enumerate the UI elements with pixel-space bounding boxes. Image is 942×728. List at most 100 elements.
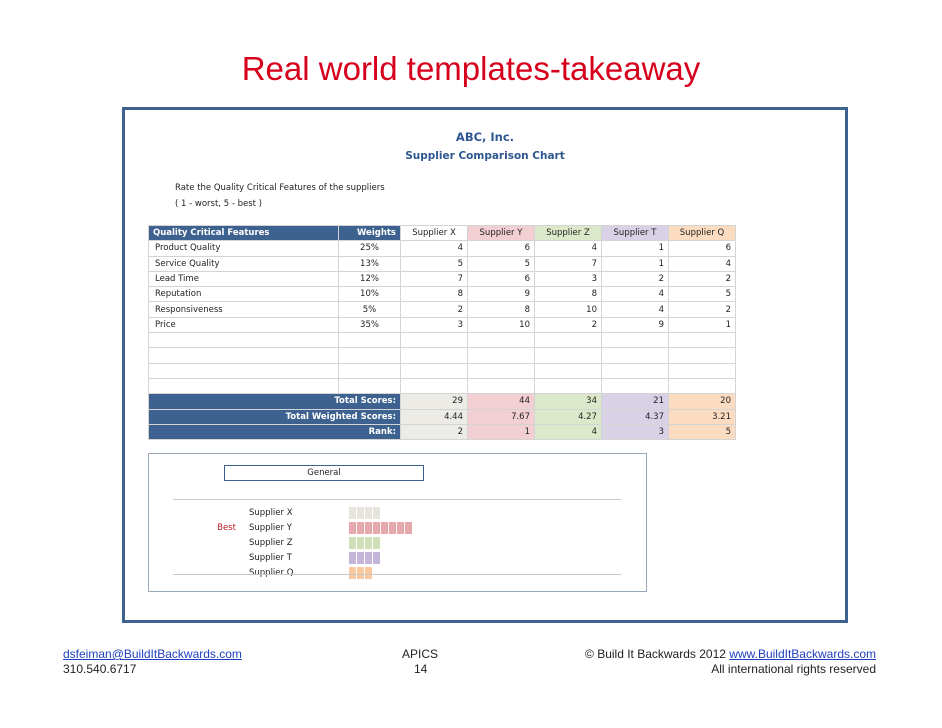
empty-cell[interactable]: [400, 332, 468, 349]
empty-cell[interactable]: [467, 377, 535, 395]
slide-title: Real world templates-takeaway: [241, 50, 701, 87]
empty-cell[interactable]: [467, 347, 535, 364]
score-cell[interactable]: 2: [400, 301, 468, 318]
empty-cell[interactable]: [534, 377, 602, 395]
empty-row: [148, 332, 736, 349]
score-cell[interactable]: 5: [668, 286, 736, 303]
score-cell[interactable]: 10: [534, 301, 602, 318]
empty-cell[interactable]: [534, 362, 602, 379]
org-name: APICS: [402, 647, 439, 661]
empty-cell[interactable]: [601, 362, 669, 379]
header-supplier: Supplier Y: [467, 224, 535, 242]
summary-value: 34: [534, 393, 602, 410]
score-cell[interactable]: 2: [668, 270, 736, 288]
empty-cell[interactable]: [668, 332, 736, 349]
score-cell[interactable]: 6: [668, 240, 736, 257]
empty-cell[interactable]: [148, 362, 339, 379]
score-cell[interactable]: 7: [400, 270, 468, 288]
bar-segment: [373, 507, 380, 519]
supplier-label: Supplier X: [249, 508, 293, 518]
scale-text: ( 1 - worst, 5 - best ): [175, 199, 262, 209]
empty-row: [148, 377, 736, 395]
score-cell[interactable]: 9: [601, 316, 669, 334]
score-cell[interactable]: 9: [467, 286, 535, 303]
header-feature: Quality Critical Features: [148, 224, 339, 242]
empty-cell[interactable]: [338, 332, 401, 349]
empty-cell[interactable]: [467, 332, 535, 349]
score-cell[interactable]: 4: [668, 255, 736, 272]
score-cell[interactable]: 2: [668, 301, 736, 318]
supplier-label: Supplier T: [249, 553, 292, 563]
summary-value: 2: [400, 423, 468, 441]
score-cell[interactable]: 5: [400, 255, 468, 272]
instruction-text: Rate the Quality Critical Features of th…: [175, 183, 385, 193]
score-cell[interactable]: 8: [467, 301, 535, 318]
feature-cell[interactable]: Price: [148, 316, 339, 334]
bar-segment: [349, 552, 356, 564]
score-cell[interactable]: 3: [400, 316, 468, 334]
feature-cell[interactable]: Product Quality: [148, 240, 339, 257]
supplier-bar: [349, 567, 373, 579]
feature-cell[interactable]: Service Quality: [148, 255, 339, 272]
website-link[interactable]: www.BuildItBackwards.com: [729, 647, 876, 661]
empty-cell[interactable]: [601, 347, 669, 364]
empty-cell[interactable]: [601, 332, 669, 349]
header-supplier: Supplier Q: [668, 224, 736, 242]
email-link[interactable]: dsfeiman@BuildItBackwards.com: [63, 647, 242, 661]
header-supplier: Supplier T: [601, 224, 669, 242]
empty-cell[interactable]: [338, 347, 401, 364]
weight-cell[interactable]: 35%: [338, 316, 401, 334]
score-cell[interactable]: 2: [534, 316, 602, 334]
empty-cell[interactable]: [148, 377, 339, 395]
empty-cell[interactable]: [338, 362, 401, 379]
weight-cell[interactable]: 13%: [338, 255, 401, 272]
empty-cell[interactable]: [668, 362, 736, 379]
bar-segment: [357, 567, 364, 579]
score-cell[interactable]: 10: [467, 316, 535, 334]
empty-cell[interactable]: [400, 362, 468, 379]
empty-cell[interactable]: [467, 362, 535, 379]
empty-cell[interactable]: [601, 377, 669, 395]
bar-segment: [349, 507, 356, 519]
empty-cell[interactable]: [534, 347, 602, 364]
chart-name: Supplier Comparison Chart: [405, 150, 565, 162]
score-cell[interactable]: 4: [601, 286, 669, 303]
score-cell[interactable]: 1: [601, 240, 669, 257]
feature-cell[interactable]: Lead Time: [148, 270, 339, 288]
general-chart-row: Supplier X: [149, 506, 646, 520]
summary-value: 3.21: [668, 408, 736, 425]
score-cell[interactable]: 2: [601, 270, 669, 288]
score-cell[interactable]: 3: [534, 270, 602, 288]
score-cell[interactable]: 4: [400, 240, 468, 257]
score-cell[interactable]: 4: [534, 240, 602, 257]
weight-cell[interactable]: 10%: [338, 286, 401, 303]
empty-cell[interactable]: [148, 347, 339, 364]
score-cell[interactable]: 7: [534, 255, 602, 272]
weight-cell[interactable]: 12%: [338, 270, 401, 288]
empty-cell[interactable]: [400, 377, 468, 395]
empty-cell[interactable]: [668, 347, 736, 364]
score-cell[interactable]: 6: [467, 270, 535, 288]
empty-cell[interactable]: [668, 377, 736, 395]
feature-cell[interactable]: Responsiveness: [148, 301, 339, 318]
table-row: Reputation 10% 8 9 8 4 5: [148, 286, 736, 303]
empty-cell[interactable]: [338, 377, 401, 395]
bar-segment: [397, 522, 404, 534]
supplier-label: Supplier Q: [249, 568, 294, 578]
empty-cell[interactable]: [400, 347, 468, 364]
score-cell[interactable]: 4: [601, 301, 669, 318]
empty-cell[interactable]: [148, 332, 339, 349]
weight-cell[interactable]: 5%: [338, 301, 401, 318]
company-name: ABC, Inc.: [455, 130, 515, 144]
empty-cell[interactable]: [534, 332, 602, 349]
score-cell[interactable]: 1: [668, 316, 736, 334]
rights-text: All international rights reserved: [711, 662, 876, 676]
score-cell[interactable]: 1: [601, 255, 669, 272]
score-cell[interactable]: 8: [400, 286, 468, 303]
score-cell[interactable]: 5: [467, 255, 535, 272]
score-cell[interactable]: 6: [467, 240, 535, 257]
score-cell[interactable]: 8: [534, 286, 602, 303]
summary-value: 29: [400, 393, 468, 410]
feature-cell[interactable]: Reputation: [148, 286, 339, 303]
weight-cell[interactable]: 25%: [338, 240, 401, 257]
